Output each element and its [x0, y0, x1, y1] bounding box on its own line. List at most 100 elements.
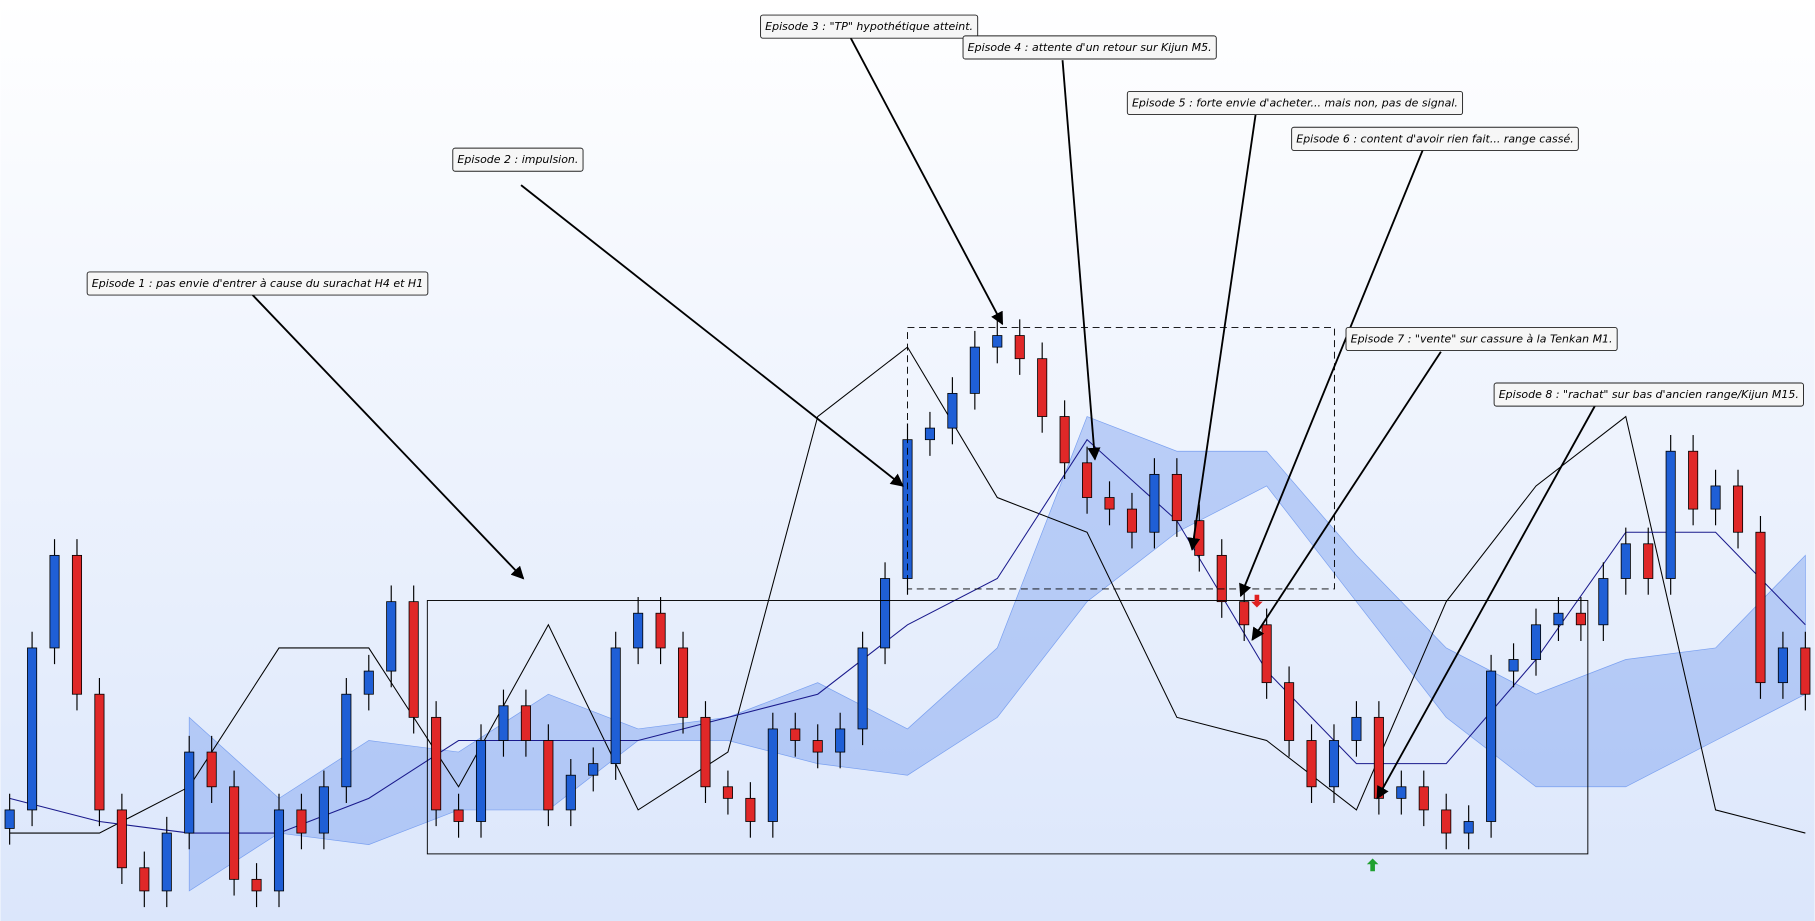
candle-body	[655, 612, 666, 649]
annotation-text: Episode 4 : attente d'un retour sur Kiju…	[968, 41, 1212, 54]
candle-body	[588, 763, 599, 776]
sell-signal	[1251, 594, 1263, 608]
tp-box	[907, 326, 1335, 590]
candle-body	[1418, 786, 1429, 811]
candle-body	[1755, 531, 1766, 684]
candle-body	[363, 670, 374, 695]
candle-body	[1396, 786, 1407, 799]
candle-body	[857, 647, 868, 730]
candle-body	[1261, 624, 1272, 684]
candle-body	[94, 693, 105, 811]
candle-body	[1351, 716, 1362, 741]
candle-body	[1777, 647, 1788, 684]
candle-body	[1643, 543, 1654, 579]
candle-body	[678, 647, 689, 718]
candle-body	[273, 809, 285, 892]
candle-body	[1688, 450, 1699, 510]
annotation-arrow	[1376, 405, 1596, 800]
candle-body	[924, 427, 935, 441]
candle-body	[1665, 450, 1676, 579]
annotation-text: Episode 2 : impulsion.	[457, 153, 578, 166]
annotation-arrow	[1239, 147, 1425, 598]
candle-body	[1126, 508, 1137, 533]
range-box	[426, 600, 1589, 855]
candle-body	[1014, 335, 1025, 360]
candle-body	[1620, 543, 1631, 579]
candle-body	[1441, 809, 1452, 834]
candle-body	[1575, 612, 1586, 626]
candle-body	[992, 335, 1003, 348]
candle-body	[1373, 716, 1384, 799]
candle-body	[1104, 497, 1115, 510]
candle-body	[722, 786, 733, 799]
candle-body	[1508, 659, 1519, 672]
candle-body	[1530, 624, 1542, 660]
candle-body	[318, 786, 329, 834]
candle-body	[1486, 670, 1497, 822]
candle-body	[767, 728, 778, 822]
candle-body	[4, 809, 15, 829]
annotations: Episode 1 : pas envie d'entrer à cause d…	[86, 14, 1804, 800]
candle-body	[835, 728, 846, 753]
candle-body	[1216, 554, 1227, 603]
candle-body	[1328, 740, 1340, 788]
candle-body	[49, 554, 60, 649]
candle-body	[1171, 473, 1182, 522]
candle-body	[296, 809, 307, 834]
annotation-box	[452, 147, 584, 172]
candle-body	[408, 601, 419, 718]
candle-body	[116, 809, 127, 869]
candle-body	[969, 346, 980, 394]
annotation-text: Episode 8 : "rachat" sur bas d'ancien ra…	[1499, 388, 1799, 401]
annotation-box	[1291, 126, 1579, 151]
annotation-text: Episode 6 : content d'avoir rien fait...…	[1296, 132, 1573, 145]
annotation-arrow	[251, 294, 525, 580]
buy-signal	[1366, 858, 1379, 872]
candle-body	[812, 740, 823, 753]
candle-body	[206, 751, 217, 788]
annotation-text: Episode 7 : "vente" sur cassure à la Ten…	[1351, 333, 1613, 346]
candle-body	[633, 612, 644, 649]
candle-body	[1710, 485, 1721, 510]
candle-body	[139, 867, 150, 892]
annotation-arrow	[1187, 113, 1257, 551]
indicator-line	[9, 438, 1806, 834]
candle-body	[184, 751, 195, 834]
candle-body	[161, 832, 172, 892]
annotation-text: Episode 5 : forte envie d'acheter... mai…	[1132, 97, 1458, 110]
annotation-box	[86, 271, 429, 296]
candle-body	[947, 392, 958, 429]
candle-body	[386, 601, 397, 672]
candle-body	[498, 705, 509, 741]
annotation-text: Episode 3 : "TP" hypothétique atteint.	[765, 20, 973, 33]
candle-body	[520, 705, 531, 741]
annotation-box	[1126, 90, 1464, 116]
annotation-box	[962, 35, 1217, 60]
candle-body	[745, 797, 756, 822]
candle-body	[1800, 647, 1811, 695]
candle-body	[610, 647, 621, 765]
candle-body	[1284, 682, 1295, 741]
annotation-arrow	[1061, 60, 1101, 461]
annotation-arrow	[520, 184, 904, 487]
annotation-box	[760, 14, 979, 39]
candle-body	[341, 693, 352, 788]
candle-body	[71, 554, 83, 695]
annotation-arrow	[1251, 351, 1442, 641]
candle-body	[1037, 358, 1048, 417]
candle-body	[453, 809, 464, 822]
candle-body	[251, 878, 262, 892]
candle-body	[565, 774, 576, 811]
candle-body	[1239, 601, 1250, 626]
candle-body	[1553, 612, 1564, 626]
candle-body	[1598, 578, 1609, 626]
candle-body	[1059, 416, 1070, 464]
candle-body	[27, 647, 38, 811]
candle-body	[1082, 462, 1093, 498]
candle-body	[1463, 821, 1474, 834]
annotation-text: Episode 1 : pas envie d'entrer à cause d…	[92, 277, 423, 290]
annotation-box	[1345, 326, 1618, 352]
candle-body	[543, 740, 554, 811]
